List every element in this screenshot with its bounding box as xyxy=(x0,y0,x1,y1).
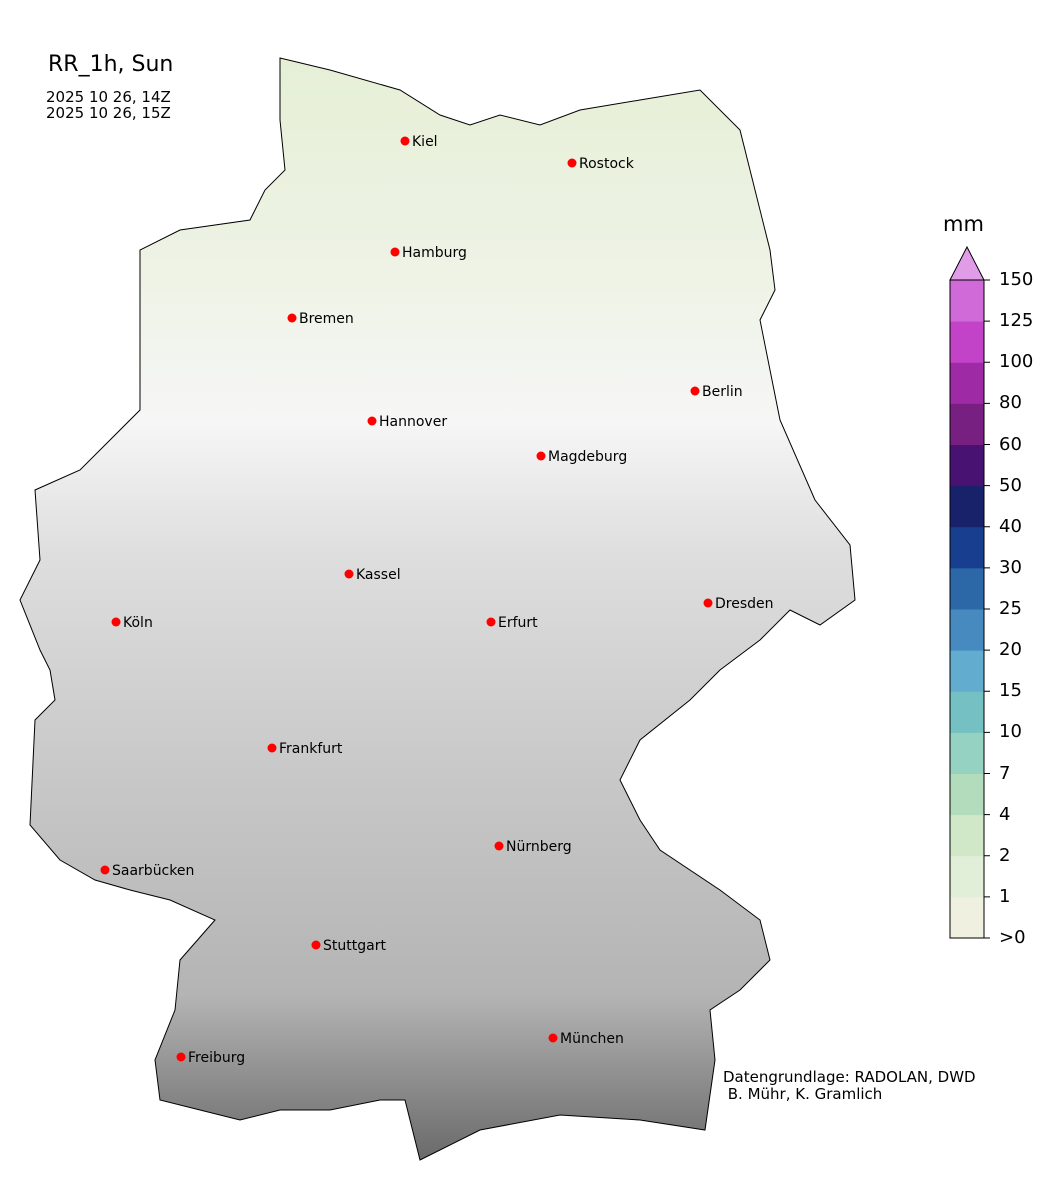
colorbar-unit: mm xyxy=(943,212,984,236)
city-label: Magdeburg xyxy=(548,449,627,465)
colorbar-segment xyxy=(950,732,984,774)
colorbar-segment xyxy=(950,280,984,322)
colorbar-tick-label: 60 xyxy=(999,433,1022,455)
city-marker xyxy=(287,313,297,323)
city-marker xyxy=(100,865,110,875)
colorbar-tick-label: 2 xyxy=(999,844,1011,866)
colorbar-segment xyxy=(950,814,984,857)
city-label: Köln xyxy=(123,615,153,631)
colorbar-tick-label: 150 xyxy=(999,269,1034,290)
germany-outline xyxy=(19,57,856,1161)
colorbar-tick-label: 20 xyxy=(999,639,1022,661)
credit-source: Datengrundlage: RADOLAN, DWD xyxy=(723,1068,976,1086)
credit-authors: B. Mühr, K. Gramlich xyxy=(723,1085,883,1103)
city-label: Kiel xyxy=(412,134,438,150)
time-start: 2025 10 26, 14Z xyxy=(46,88,171,106)
city-marker xyxy=(267,743,277,753)
city-label: München xyxy=(560,1031,624,1047)
colorbar-tick-label: 50 xyxy=(999,474,1022,496)
city-marker xyxy=(494,841,504,851)
colorbar-tick-label: 30 xyxy=(999,556,1022,578)
city-marker xyxy=(703,598,713,608)
city-label: Nürnberg xyxy=(506,839,572,855)
colorbar-segment xyxy=(950,321,984,363)
city-marker xyxy=(400,136,410,146)
colorbar-segment xyxy=(950,773,984,816)
city-marker xyxy=(486,617,496,627)
city-label: Berlin xyxy=(702,384,743,400)
map-title: RR_1h, Sun xyxy=(48,52,174,77)
colorbar-segment xyxy=(950,485,984,528)
city-label: Erfurt xyxy=(498,615,538,631)
city-marker xyxy=(111,617,121,627)
city-label: Hannover xyxy=(379,414,447,430)
colorbar-tick-label: 80 xyxy=(999,392,1022,414)
colorbar-tick-label: 40 xyxy=(999,515,1022,537)
city-label: Bremen xyxy=(299,311,354,327)
city-label: Dresden xyxy=(715,596,774,612)
colorbar-tick-label: 1 xyxy=(999,885,1011,907)
city-marker xyxy=(690,386,700,396)
colorbar-segment xyxy=(950,526,984,569)
colorbar-tick-label: 7 xyxy=(999,762,1011,784)
colorbar-tick-label: 10 xyxy=(999,721,1022,743)
city-marker xyxy=(536,451,546,461)
colorbar-tick-label: 15 xyxy=(999,680,1022,702)
city-marker xyxy=(344,569,354,579)
colorbar-segment xyxy=(950,691,984,733)
city-marker xyxy=(176,1052,186,1062)
colorbar-tick-label: 100 xyxy=(999,351,1034,373)
city-label: Rostock xyxy=(579,156,635,172)
colorbar-tick-label: >0 xyxy=(999,927,1026,948)
city-label: Hamburg xyxy=(402,245,467,261)
colorbar-segment xyxy=(950,567,984,610)
city-marker xyxy=(548,1033,558,1043)
city-label: Kassel xyxy=(356,567,401,583)
colorbar-segment xyxy=(950,896,984,939)
colorbar-extend-arrow xyxy=(949,245,985,281)
colorbar-segment xyxy=(950,444,984,487)
colorbar xyxy=(949,245,990,939)
city-marker xyxy=(390,247,400,257)
city-label: Freiburg xyxy=(188,1050,245,1066)
city-label: Stuttgart xyxy=(323,938,386,954)
colorbar-tick-label: 4 xyxy=(999,803,1011,825)
time-end: 2025 10 26, 15Z xyxy=(46,104,171,122)
colorbar-segment xyxy=(950,855,984,898)
colorbar-tick-label: 125 xyxy=(999,310,1034,332)
city-marker xyxy=(367,416,377,426)
city-marker xyxy=(567,158,577,168)
colorbar-segment xyxy=(950,362,984,404)
colorbar-segment xyxy=(950,609,984,651)
city-label: Frankfurt xyxy=(279,741,343,757)
colorbar-tick-label: 25 xyxy=(999,598,1022,619)
city-marker xyxy=(311,940,321,950)
city-label: Saarbücken xyxy=(112,863,194,879)
colorbar-segment xyxy=(950,650,984,692)
credit: Datengrundlage: RADOLAN, DWD B. Mühr, K.… xyxy=(723,1069,976,1103)
colorbar-segment xyxy=(950,403,984,445)
